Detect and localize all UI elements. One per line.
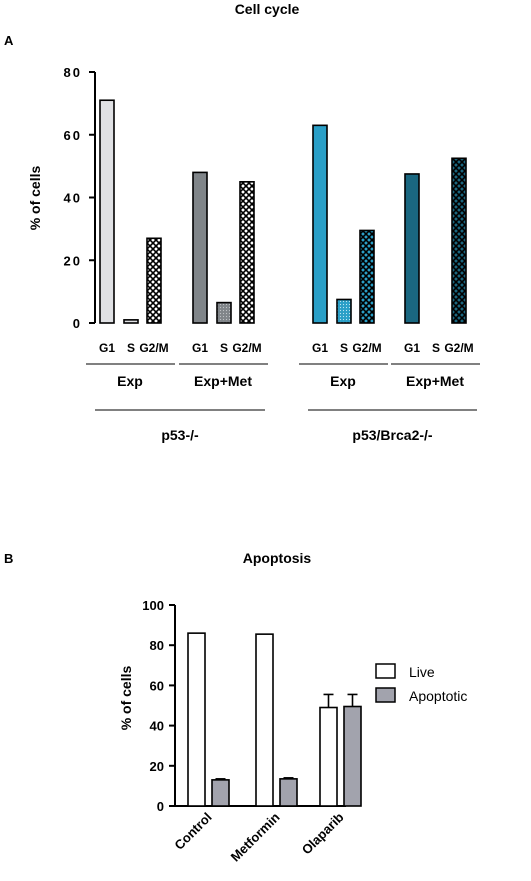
chart-a-bar	[451, 157, 467, 324]
chart-b-bar	[211, 779, 230, 807]
chart-a-bars	[99, 99, 467, 324]
chart-a-subgroup-label: Exp+Met	[194, 373, 252, 389]
chart-b-category-label: Control	[171, 810, 214, 853]
chart-b-bar	[319, 706, 338, 807]
panel-b-letter: B	[4, 551, 13, 566]
chart-a-subgroup-label: Exp	[117, 373, 143, 389]
chart-a-phase-label: G2/M	[444, 341, 473, 355]
legend-swatch-apoptotic	[375, 687, 396, 703]
chart-b-legend: Live Apoptotic	[375, 663, 467, 704]
chart-b-ytick-label: 60	[150, 678, 164, 693]
chart-a-title: Cell cycle	[235, 1, 300, 17]
chart-a-ytick-label: 80	[64, 65, 82, 80]
chart-a-ytick-label: 60	[64, 128, 82, 143]
chart-a-phase-label: S	[432, 341, 440, 355]
legend-label-live: Live	[409, 664, 435, 680]
chart-a-phase-label: G1	[404, 341, 420, 355]
chart-a-phase-label: G2/M	[139, 341, 168, 355]
chart-b-category-label: Olaparib	[299, 809, 347, 857]
chart-b-bar	[279, 778, 298, 807]
chart-b-bar	[255, 633, 274, 807]
chart-a-bar	[239, 181, 255, 324]
chart-a-ytick-label: 40	[64, 191, 82, 206]
chart-b-ytick-label: 100	[142, 598, 164, 613]
chart-a-phase-label: G1	[192, 341, 208, 355]
chart-a-ytick-label: 20	[64, 253, 82, 268]
chart-a-phase-label: G2/M	[352, 341, 381, 355]
chart-a-phase-label: S	[340, 341, 348, 355]
chart-a-phase-label: S	[127, 341, 135, 355]
chart-b-ytick-label: 40	[150, 719, 164, 734]
chart-a-phase-label: G2/M	[232, 341, 261, 355]
chart-a-bar	[216, 301, 232, 324]
chart-b-bars	[187, 632, 362, 807]
chart-a-ytick-label: 0	[73, 316, 82, 331]
chart-b-ytick-label: 20	[150, 759, 164, 774]
chart-a-bar	[312, 124, 328, 324]
chart-b-ylabel: % of cells	[118, 666, 134, 731]
chart-a-x-labels: G1 S G2/M Exp G1 S G2/M Exp+Met p53-/- G1 S G2/M Exp…	[86, 341, 480, 443]
chart-a-group-label: p53/Brca2-/-	[352, 427, 432, 443]
chart-a-bar	[146, 237, 162, 324]
chart-a-bar	[359, 229, 375, 324]
legend-swatch-live	[375, 663, 396, 679]
chart-a-subgroup-label: Exp+Met	[406, 373, 464, 389]
chart-a-group-label: p53-/-	[161, 427, 199, 443]
chart-b-x-labels: Control Metformin Olaparib	[171, 809, 346, 864]
chart-a-y-ticks: 0 20 40 60 80	[64, 65, 95, 331]
chart-a-subgroup-label: Exp	[330, 373, 356, 389]
chart-b-y-ticks: 0 20 40 60 80 100	[142, 598, 175, 814]
chart-b-ytick-label: 80	[150, 638, 164, 653]
panel-a-letter: A	[4, 33, 14, 48]
chart-a-ylabel: % of cells	[27, 166, 43, 231]
chart-a-bar	[404, 173, 420, 324]
chart-a-phase-label: G1	[99, 341, 115, 355]
chart-b-title: Apoptosis	[243, 550, 312, 566]
chart-b-bar	[343, 705, 362, 807]
chart-a-phase-label: S	[220, 341, 228, 355]
chart-b-category-label: Metformin	[228, 809, 283, 864]
chart-a-bar	[336, 298, 352, 324]
chart-a-bar	[123, 319, 139, 324]
chart-a-bar	[192, 171, 208, 324]
chart-a-phase-label: G1	[312, 341, 328, 355]
chart-a-bar	[99, 99, 115, 324]
chart-b-ytick-label: 0	[157, 799, 164, 814]
chart-b-bar	[187, 632, 206, 807]
legend-label-apoptotic: Apoptotic	[409, 688, 467, 704]
